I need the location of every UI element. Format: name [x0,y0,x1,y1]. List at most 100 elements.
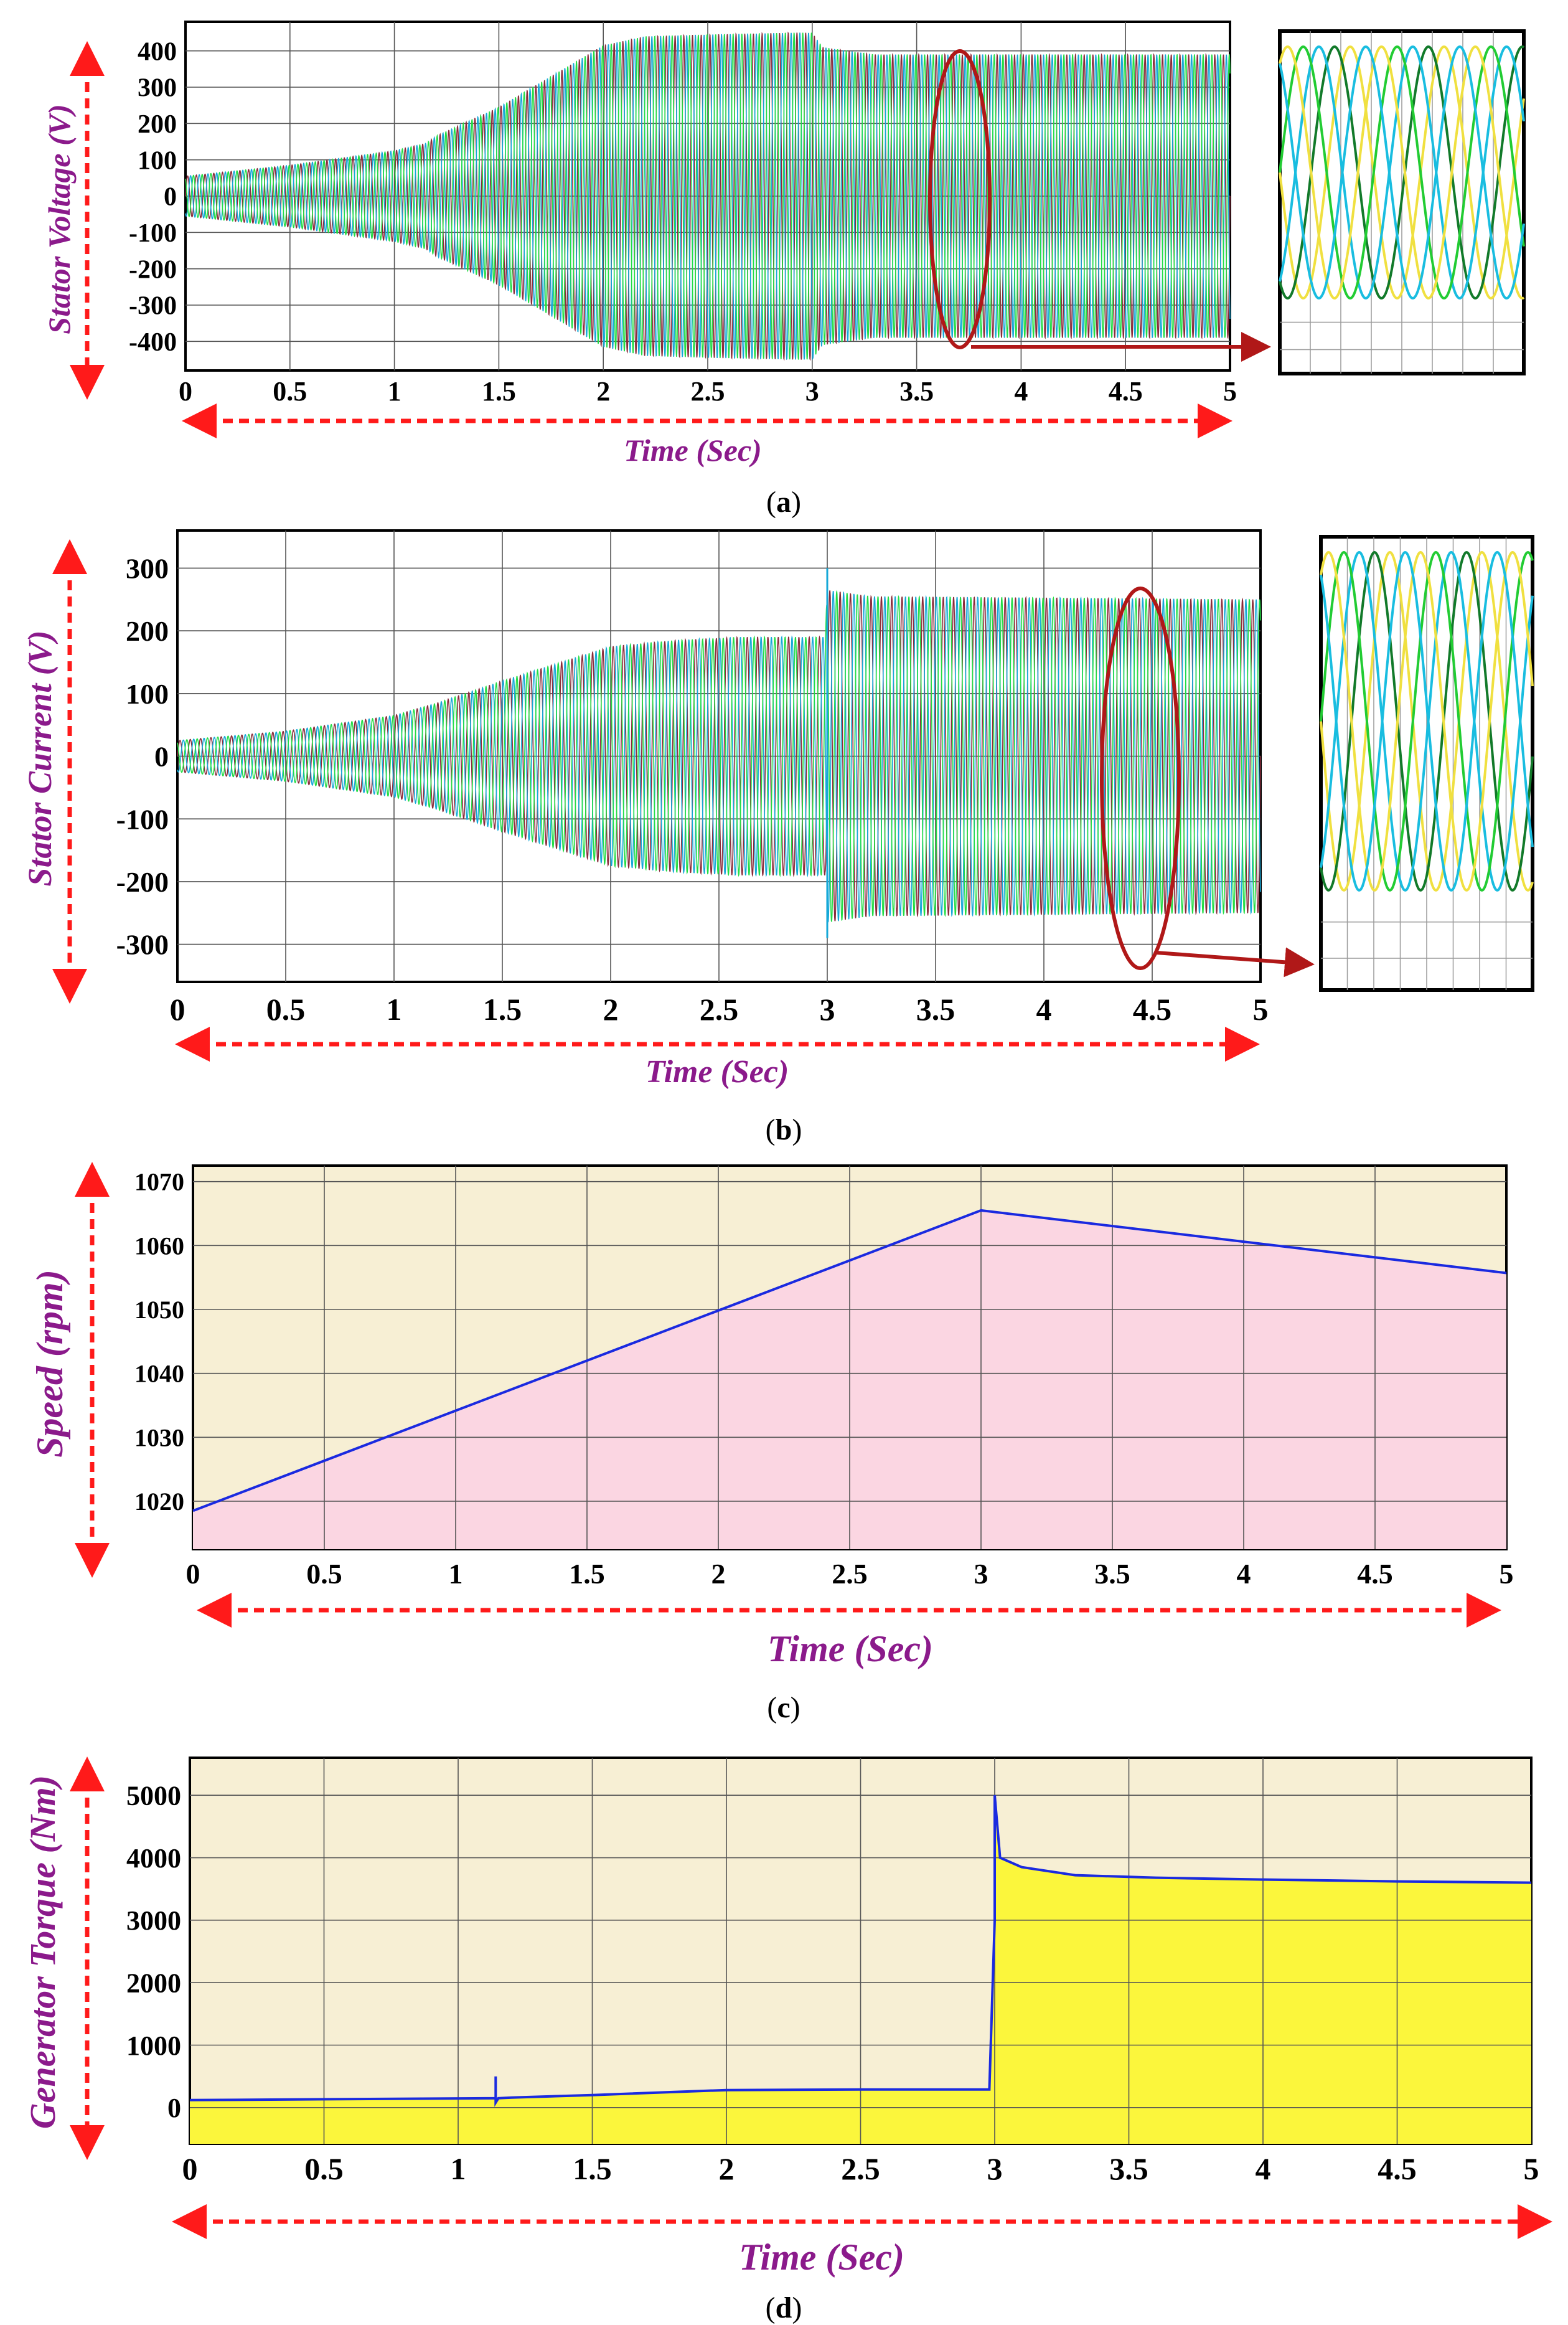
inset-waves-a [1279,31,1525,374]
x-tick-label: 1.5 [569,1558,605,1590]
y-tick-label: 200 [126,615,169,647]
y-axis-label-c: Speed (rpm) [29,1270,70,1458]
y-tick-label: -100 [116,803,169,835]
x-tick-label: 3 [805,376,819,407]
y-tick-label: 100 [138,146,177,175]
inset-phase-trace [1320,550,1534,892]
y-tick-label: 1000 [126,2030,181,2061]
grid-c [193,1166,1506,1549]
x-tick-label: 4 [1237,1558,1251,1590]
series-line [192,1209,1507,1512]
x-tick-label: 5 [1223,376,1237,407]
x-tick-label: 2 [603,992,619,1027]
zoom-ellipse-a [928,49,992,349]
inset-phase-trace [1279,45,1525,300]
x-tick-label: 2.5 [841,2151,880,2186]
y-axis-label-b: Stator Current (V) [21,630,59,886]
xticks-d: 0 0.5 1 1.5 2 2.5 3 3.5 4 4.5 5 [182,2151,1539,2186]
phase-trace [185,31,1231,361]
caption-a: (a) [766,486,801,519]
trace-c [192,1209,1507,1512]
y-tick-label: -300 [129,292,177,321]
y-tick-label: 3000 [126,1905,181,1936]
x-tick-label: 1.5 [573,2151,612,2186]
y-tick-label: 2000 [126,1968,181,1999]
y-tick-label: 0 [164,183,177,212]
x-tick-label: 5 [1253,992,1269,1027]
yticks-c: 1070 1060 1050 1040 1030 1020 [134,1168,184,1516]
x-tick-label: 2.5 [691,376,725,407]
y-tick-label: 400 [138,37,177,66]
phase-trace [177,590,1261,922]
x-tick-label: 3.5 [1109,2151,1148,2186]
x-tick-label: 3.5 [899,376,934,407]
xticks-b: 0 0.5 1 1.5 2 2.5 3 3.5 4 4.5 5 [170,992,1269,1027]
x-tick-label: 1 [449,1558,463,1590]
y-tick-label: -100 [129,219,177,248]
x-tick-label: 0.5 [266,992,306,1027]
y-tick-label: -400 [129,328,177,357]
x-tick-label: 0.5 [306,1558,342,1590]
y-tick-label: 4000 [126,1843,181,1874]
y-axis-label-d: Generator Torque (Nm) [22,1775,63,2129]
phase-trace [177,591,1261,923]
waveform-a [185,31,1231,361]
inset-phase-trace [1320,550,1534,892]
y-tick-label: 300 [138,74,177,103]
x-tick-label: 0 [186,1558,200,1590]
fill-d [190,1795,1531,2144]
inset-phase-trace [1320,550,1534,892]
xticks-c: 0 0.5 1 1.5 2 2.5 3 3.5 4 4.5 5 [186,1558,1514,1590]
x-tick-label: 1.5 [482,376,516,407]
trace-d [189,1795,1532,2107]
x-axis-label-a: Time (Sec) [624,433,762,468]
y-tick-label: 100 [126,678,169,710]
x-tick-label: 0.5 [273,376,307,407]
x-tick-label: 4.5 [1133,992,1172,1027]
x-tick-label: 3 [974,1558,988,1590]
x-tick-label: 2 [596,376,610,407]
x-tick-label: 4 [1036,992,1052,1027]
x-tick-label: 4.5 [1109,376,1143,407]
y-tick-label: -200 [129,255,177,284]
panel-c: 1070 1060 1050 1040 1030 1020 0 0.5 1 1.5 2 2.5 3 3.… [29,1162,1514,1724]
inset-phase-trace [1279,45,1525,300]
x-tick-label: 2.5 [832,1558,868,1590]
x-axis-label-c: Time (Sec) [768,1628,933,1669]
y-axis-label-a: Stator Voltage (V) [42,104,77,334]
x-tick-label: 3 [987,2151,1003,2186]
x-tick-label: 3 [820,992,835,1027]
phase-trace [177,590,1261,922]
y-tick-label: 1070 [134,1168,184,1196]
inset-phase-trace [1320,550,1534,892]
inset-waves-b [1320,537,1534,990]
y-tick-label: 300 [126,553,169,585]
x-tick-label: 0 [179,376,192,407]
x-tick-label: 4 [1256,2151,1271,2186]
waveform-b [177,568,1261,938]
y-tick-label: 1030 [134,1423,184,1451]
caption-c: (c) [767,1691,800,1724]
grid-d [190,1758,1531,2144]
inset-phase-trace [1279,45,1525,300]
y-tick-label: 200 [138,110,177,139]
x-tick-label: 5 [1524,2151,1539,2186]
y-tick-label: 1040 [134,1360,184,1388]
x-tick-label: 1.5 [483,992,522,1027]
x-tick-label: 1 [388,376,401,407]
x-tick-label: 3.5 [916,992,955,1027]
panel-a: 400 300 200 100 0 -100 -200 -300 -400 0 0.5 1 1.5 2 2… [42,21,1526,519]
y-tick-label: -300 [116,929,169,961]
x-tick-label: 4.5 [1378,2151,1417,2186]
phase-trace [185,32,1231,360]
y-tick-label: 0 [154,741,169,773]
x-tick-label: 1 [451,2151,466,2186]
panel-d: 5000 4000 3000 2000 1000 0 0 0.5 1 1.5 2 2.5 3 3.5 4 4… [22,1757,1552,2324]
x-axis-label-b: Time (Sec) [646,1054,789,1090]
x-tick-label: 0.5 [304,2151,344,2186]
y-tick-label: 1020 [134,1488,184,1516]
x-axis-label-d: Time (Sec) [739,2237,904,2278]
zoom-ellipse-b [1100,587,1181,970]
x-tick-label: 2.5 [700,992,739,1027]
